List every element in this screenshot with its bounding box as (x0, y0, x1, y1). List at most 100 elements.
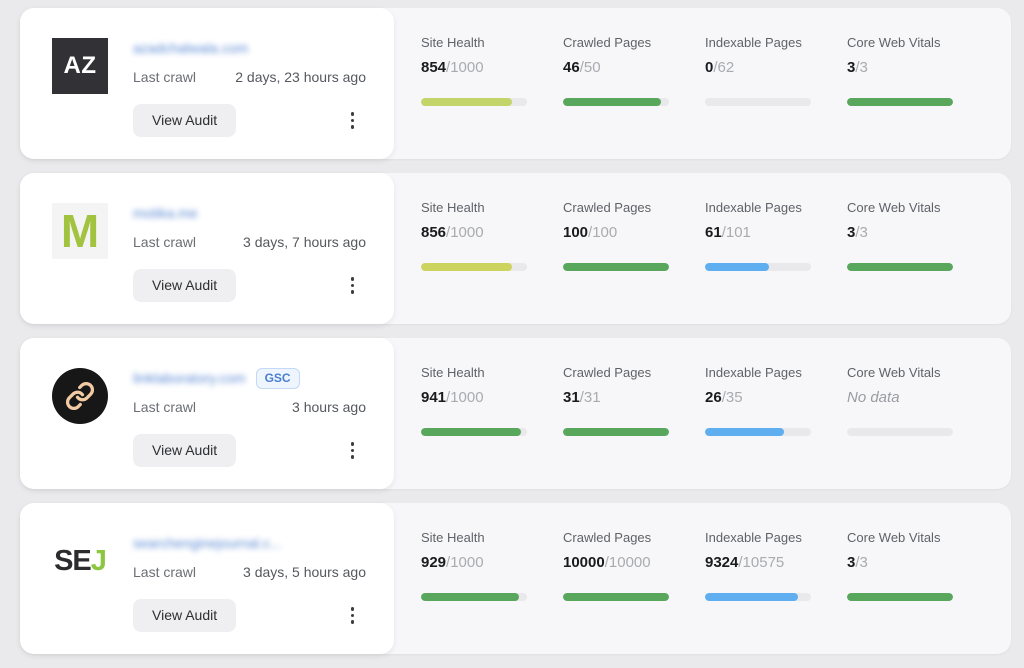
kebab-menu-icon[interactable] (345, 601, 361, 630)
metric-value: 10000/10000 (563, 554, 651, 571)
site-audit-row: linklaboratory.com GSC Last crawl 3 hour… (20, 338, 1011, 489)
metric-core-web-vitals: Core Web Vitals 3/3 (847, 200, 989, 271)
progress-bar (847, 428, 953, 436)
favicon-letters: SE (54, 544, 92, 577)
metric-label: Site Health (421, 365, 485, 380)
metric-label: Crawled Pages (563, 200, 652, 215)
metric-value: 61/101 (705, 224, 751, 241)
metric-value: No data (847, 389, 989, 407)
metric-crawled-pages: Crawled Pages 46/50 (563, 35, 705, 106)
view-audit-button[interactable]: View Audit (133, 269, 237, 302)
view-audit-button[interactable]: View Audit (133, 599, 237, 632)
site-favicon-sej: SE J (52, 533, 108, 589)
metric-crawled-pages: Crawled Pages 10000/10000 (563, 530, 705, 601)
metric-label: Site Health (421, 530, 485, 545)
progress-bar (705, 263, 811, 271)
metric-core-web-vitals: Core Web Vitals 3/3 (847, 35, 989, 106)
metric-value: 3/3 (847, 224, 868, 241)
site-domain-link[interactable]: azadchalwala.com (133, 40, 249, 56)
site-favicon-m: M (52, 203, 108, 259)
last-crawl-label: Last crawl (133, 564, 197, 580)
view-audit-button[interactable]: View Audit (133, 434, 237, 467)
site-card: AZ azadchalwala.com Last crawl 2 days, 2… (20, 8, 394, 159)
metric-site-health: Site Health 854/1000 (421, 35, 563, 106)
metric-label: Core Web Vitals (847, 35, 941, 50)
site-audit-list: AZ azadchalwala.com Last crawl 2 days, 2… (20, 8, 1011, 654)
metric-indexable-pages: Indexable Pages 0/62 (705, 35, 847, 106)
site-audit-row: AZ azadchalwala.com Last crawl 2 days, 2… (20, 8, 1011, 159)
metric-value: 856/1000 (421, 224, 484, 241)
metric-site-health: Site Health 856/1000 (421, 200, 563, 271)
site-info: motika.me Last crawl 3 days, 7 hours ago… (133, 203, 366, 302)
metric-value: 0/62 (705, 59, 735, 76)
metric-label: Indexable Pages (705, 530, 802, 545)
metric-indexable-pages: Indexable Pages 9324/10575 (705, 530, 847, 601)
last-crawl-time: 3 days, 5 hours ago (243, 564, 366, 580)
metric-value: 9324/10575 (705, 554, 785, 571)
last-crawl-label: Last crawl (133, 399, 197, 415)
progress-bar (421, 593, 527, 601)
kebab-menu-icon[interactable] (345, 436, 361, 465)
progress-bar (705, 428, 811, 436)
site-card: linklaboratory.com GSC Last crawl 3 hour… (20, 338, 394, 489)
metric-value: 100/100 (563, 224, 618, 241)
site-info: searchenginejournal.c... Last crawl 3 da… (133, 533, 366, 632)
metrics-panel: Site Health 854/1000 Crawled Pages 46/50… (421, 35, 989, 106)
metric-indexable-pages: Indexable Pages 26/35 (705, 365, 847, 436)
site-card: M motika.me Last crawl 3 days, 7 hours a… (20, 173, 394, 324)
gsc-badge: GSC (255, 367, 300, 389)
view-audit-button[interactable]: View Audit (133, 104, 237, 137)
favicon-letters: AZ (63, 52, 97, 79)
metric-label: Core Web Vitals (847, 365, 941, 380)
metric-crawled-pages: Crawled Pages 31/31 (563, 365, 705, 436)
progress-bar (847, 263, 953, 271)
site-audit-row: M motika.me Last crawl 3 days, 7 hours a… (20, 173, 1011, 324)
progress-bar (847, 593, 953, 601)
favicon-letters: M (60, 205, 100, 257)
progress-bar (847, 98, 953, 106)
site-info: azadchalwala.com Last crawl 2 days, 23 h… (133, 38, 366, 137)
metric-value: 929/1000 (421, 554, 484, 571)
progress-bar (705, 98, 811, 106)
metric-label: Crawled Pages (563, 530, 652, 545)
progress-bar (563, 593, 669, 601)
chain-link-icon (52, 368, 108, 424)
metric-site-health: Site Health 941/1000 (421, 365, 563, 436)
last-crawl-time: 3 days, 7 hours ago (243, 234, 366, 250)
metric-indexable-pages: Indexable Pages 61/101 (705, 200, 847, 271)
site-favicon-az: AZ (52, 38, 108, 94)
metric-label: Site Health (421, 35, 485, 50)
metric-label: Site Health (421, 200, 485, 215)
site-domain-link[interactable]: searchenginejournal.c... (133, 535, 282, 551)
metric-label: Indexable Pages (705, 200, 802, 215)
kebab-menu-icon[interactable] (345, 271, 361, 300)
metric-value: 26/35 (705, 389, 743, 406)
site-card: SE J searchenginejournal.c... Last crawl … (20, 503, 394, 654)
metric-value: 854/1000 (421, 59, 484, 76)
progress-bar (563, 428, 669, 436)
last-crawl-label: Last crawl (133, 69, 197, 85)
metric-label: Crawled Pages (563, 35, 652, 50)
metric-core-web-vitals: Core Web Vitals 3/3 (847, 530, 989, 601)
metric-site-health: Site Health 929/1000 (421, 530, 563, 601)
metric-crawled-pages: Crawled Pages 100/100 (563, 200, 705, 271)
metric-label: Core Web Vitals (847, 530, 941, 545)
last-crawl-time: 3 hours ago (292, 399, 366, 415)
metric-label: Indexable Pages (705, 35, 802, 50)
metric-label: Indexable Pages (705, 365, 802, 380)
metric-value: 941/1000 (421, 389, 484, 406)
progress-bar (421, 428, 527, 436)
metrics-panel: Site Health 929/1000 Crawled Pages 10000… (421, 530, 989, 601)
kebab-menu-icon[interactable] (345, 106, 361, 135)
no-data-text: No data (847, 389, 900, 406)
site-info: linklaboratory.com GSC Last crawl 3 hour… (133, 367, 366, 467)
site-domain-link[interactable]: motika.me (133, 205, 198, 221)
site-domain-link[interactable]: linklaboratory.com (133, 370, 246, 386)
last-crawl-label: Last crawl (133, 234, 197, 250)
metrics-panel: Site Health 856/1000 Crawled Pages 100/1… (421, 200, 989, 271)
progress-bar (563, 98, 669, 106)
metric-value: 31/31 (563, 389, 601, 406)
metric-core-web-vitals: Core Web Vitals No data (847, 365, 989, 436)
favicon-letters-accent: J (90, 544, 107, 577)
metrics-panel: Site Health 941/1000 Crawled Pages 31/31… (421, 365, 989, 436)
